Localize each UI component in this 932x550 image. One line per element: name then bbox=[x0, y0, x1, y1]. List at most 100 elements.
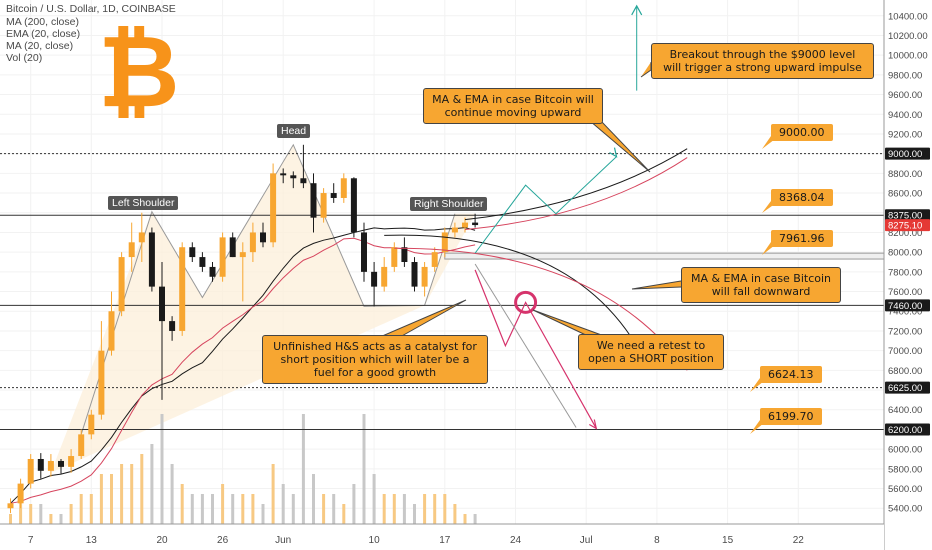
ma-down-pointer bbox=[631, 280, 682, 290]
candle-body bbox=[361, 232, 367, 272]
time-tick-label: 13 bbox=[86, 535, 98, 546]
volume-bar bbox=[150, 444, 154, 524]
bullish-arrow-head bbox=[609, 147, 618, 158]
price-tag-label: 8375.00 bbox=[888, 211, 922, 222]
bearish-path bbox=[474, 269, 597, 429]
price-tag-t7460 bbox=[885, 299, 930, 312]
candle-body bbox=[239, 252, 246, 258]
time-axis-background bbox=[0, 524, 884, 550]
volume-bar bbox=[200, 494, 204, 524]
candle-body bbox=[260, 232, 266, 243]
candle-body bbox=[179, 247, 186, 331]
legend-ma20: MA (20, close) bbox=[6, 40, 74, 52]
volume-bar bbox=[281, 484, 285, 524]
candle-body bbox=[421, 266, 428, 287]
price-tick-label: 7400.00 bbox=[888, 307, 922, 318]
volume-bar bbox=[423, 494, 427, 524]
time-tick-label: 26 bbox=[217, 535, 229, 546]
candle-body bbox=[17, 483, 24, 504]
price-tick-label: 9400.00 bbox=[888, 110, 922, 121]
legend-ma200: MA (200, close) bbox=[6, 16, 79, 28]
candle-body bbox=[128, 242, 135, 258]
time-tick-label: 24 bbox=[510, 535, 522, 546]
price-tag-t6625 bbox=[885, 381, 930, 394]
price-tick-label: 10000.00 bbox=[888, 51, 928, 62]
price-tag-label: 9000.00 bbox=[888, 149, 922, 160]
candle-body bbox=[441, 232, 448, 253]
volume-bar bbox=[473, 514, 477, 524]
volume-bar bbox=[251, 494, 255, 524]
candle-body bbox=[7, 503, 14, 509]
price-tag-label: 6200.00 bbox=[888, 425, 922, 436]
time-tick-label: 10 bbox=[369, 535, 381, 546]
price-tick-label: 9600.00 bbox=[888, 90, 922, 101]
price-tag-label: 8275.10 bbox=[888, 221, 922, 232]
volume-bar bbox=[19, 494, 23, 524]
level-label-8368: 8368.04 bbox=[771, 189, 833, 206]
candle-body bbox=[37, 458, 44, 471]
breakout-arrow-head bbox=[631, 4, 643, 16]
breakout-annotation: Breakout through the $9000 level will tr… bbox=[651, 43, 874, 79]
candle-body bbox=[88, 414, 95, 435]
candle-body bbox=[411, 262, 418, 287]
hs-pointer bbox=[379, 299, 467, 338]
price-tick-label: 7000.00 bbox=[888, 346, 922, 357]
ema-up-projection bbox=[464, 157, 688, 230]
candle-body bbox=[371, 271, 378, 287]
volume-bars bbox=[9, 414, 477, 524]
bitcoin-logo-icon: ₿ bbox=[98, 13, 180, 130]
time-tick-label: 15 bbox=[722, 535, 734, 546]
candle-body bbox=[290, 175, 297, 179]
volume-bar bbox=[443, 494, 447, 524]
candlestick-series bbox=[7, 144, 479, 514]
candle-body bbox=[98, 350, 105, 415]
candle-body bbox=[138, 232, 145, 243]
level-label-6624: 6624.13 bbox=[760, 366, 822, 383]
price-tick-label: 8800.00 bbox=[888, 169, 922, 180]
retest-circle bbox=[514, 290, 538, 314]
price-tag-t8275 bbox=[885, 219, 930, 232]
volume-bar bbox=[322, 494, 326, 524]
time-tick-label: 22 bbox=[793, 535, 805, 546]
chart-title: Bitcoin / U.S. Dollar, 1D, COINBASE bbox=[6, 3, 176, 15]
candle-body bbox=[401, 247, 408, 262]
right-shoulder-label: Right Shoulder bbox=[410, 197, 488, 211]
level-label-6199: 6199.70 bbox=[760, 408, 822, 425]
candle-body bbox=[381, 266, 388, 287]
volume-bar bbox=[180, 484, 184, 524]
horizontal-levels bbox=[0, 153, 885, 430]
resistance-zone bbox=[444, 252, 885, 260]
candle-body bbox=[78, 434, 85, 457]
price-tick-label: 9800.00 bbox=[888, 70, 922, 81]
price-tick-label: 5600.00 bbox=[888, 484, 922, 495]
candle-body bbox=[27, 458, 34, 484]
price-tick-label: 6800.00 bbox=[888, 366, 922, 377]
candle-body bbox=[340, 178, 347, 198]
left-shoulder-label: Left Shoulder bbox=[108, 196, 179, 210]
candle-body bbox=[159, 286, 165, 322]
time-tick-label: 7 bbox=[28, 535, 34, 546]
price-tick-label: 9200.00 bbox=[888, 129, 922, 140]
candle-body bbox=[270, 173, 277, 243]
candle-body bbox=[462, 222, 468, 228]
volume-bar bbox=[190, 494, 194, 524]
price-tag-label: 7460.00 bbox=[888, 301, 922, 312]
price-tick-label: 5400.00 bbox=[888, 504, 922, 515]
volume-bar bbox=[402, 494, 406, 524]
time-axis: 7 13 20 26 Jun 10 17 24 Jul 8 15 22 bbox=[0, 523, 884, 550]
price-tick-label: 7600.00 bbox=[888, 287, 922, 298]
volume-bar bbox=[261, 504, 265, 524]
price-tick-label: 6400.00 bbox=[888, 405, 922, 416]
ma-up-pointer bbox=[589, 119, 651, 173]
candle-body bbox=[391, 247, 398, 267]
volume-bar bbox=[211, 494, 214, 524]
head-label: Head bbox=[277, 124, 311, 138]
time-tick-label: Jun bbox=[275, 535, 291, 546]
candle-body bbox=[280, 173, 287, 176]
volume-bar bbox=[110, 474, 113, 524]
price-tag-t6200 bbox=[885, 423, 930, 436]
volume-bar bbox=[170, 464, 174, 524]
price-tick-label: 7200.00 bbox=[888, 326, 922, 337]
candle-body bbox=[300, 178, 307, 184]
volume-bar bbox=[453, 504, 457, 524]
